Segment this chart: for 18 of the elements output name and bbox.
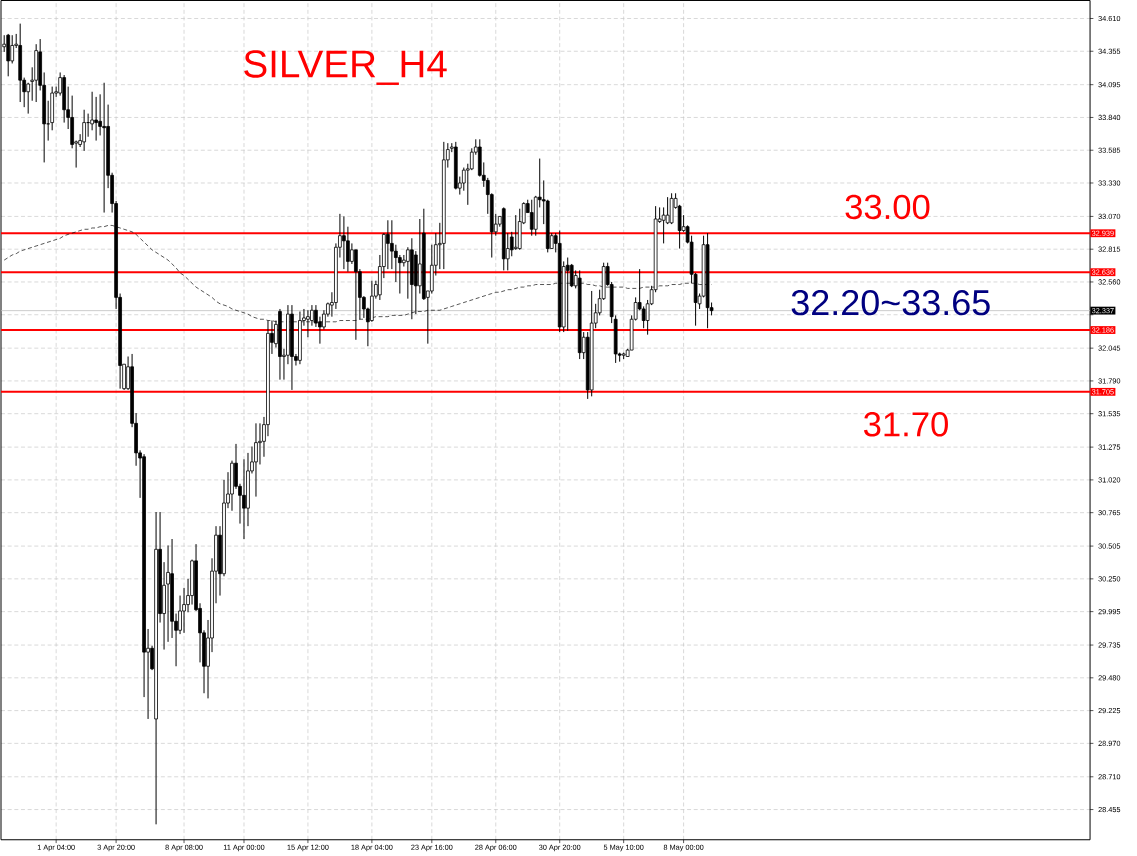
text: 31.70 — [863, 412, 948, 437]
candlestick — [513, 214, 518, 251]
candlestick — [569, 263, 574, 288]
candlestick — [641, 306, 646, 329]
candlestick — [386, 219, 390, 270]
candlestick — [406, 246, 410, 300]
candlestick — [342, 216, 346, 270]
candlestick — [26, 82, 31, 115]
text: 32.20~33.65 — [791, 290, 990, 316]
candlestick — [102, 82, 106, 214]
candlestick — [82, 109, 86, 152]
text: SILVER_H4 — [244, 50, 447, 86]
text: 33.00 — [845, 194, 930, 220]
candlestick — [242, 458, 246, 540]
candlestick — [94, 96, 98, 142]
candlestick — [418, 218, 422, 295]
candlestick — [254, 422, 258, 498]
candlestick — [665, 196, 670, 225]
